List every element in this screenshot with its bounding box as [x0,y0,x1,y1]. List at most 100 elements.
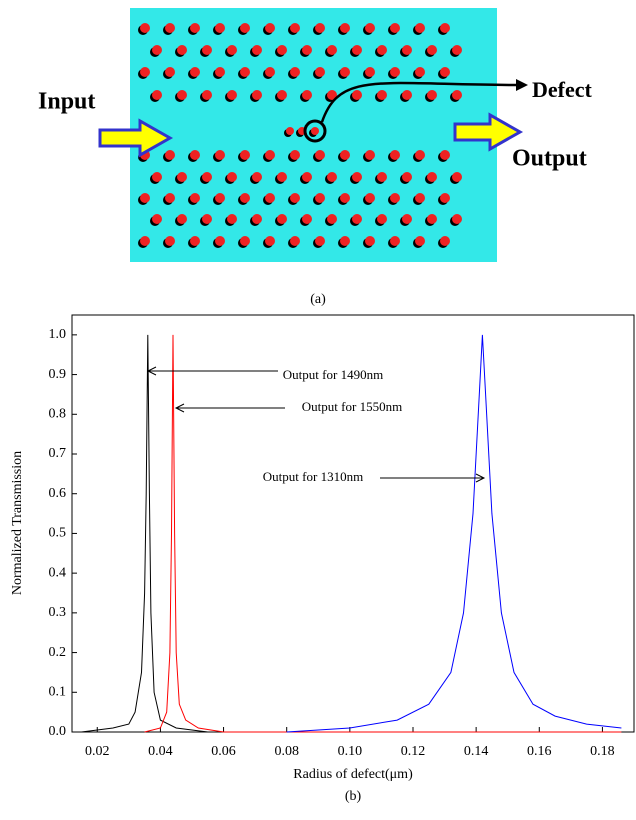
dot [390,236,400,246]
annotation: Output for 1310nm [263,469,363,484]
annotation-arrowhead [174,403,185,413]
dot [252,45,262,55]
dot [315,193,325,203]
dot [277,45,287,55]
x-axis-label: Radius of defect(μm) [293,767,413,782]
dot [177,90,187,100]
defect-arrow [320,81,521,123]
dot [252,172,262,182]
dot [286,127,294,135]
dot [177,45,187,55]
dot [327,45,337,55]
dot [365,236,375,246]
dot [390,67,400,77]
dot [215,23,225,33]
dot [440,150,450,160]
dot [377,90,387,100]
output-arrow [453,112,524,152]
y-tick-label: 0.5 [49,526,67,541]
dot [265,236,275,246]
dot [265,150,275,160]
dot [452,172,462,182]
dot [165,23,175,33]
y-tick-label: 0.9 [49,367,67,382]
dot [290,236,300,246]
dot [440,193,450,203]
dot [390,150,400,160]
dot [402,90,412,100]
y-tick-label: 0.0 [49,724,67,739]
dot [140,23,150,33]
dot [340,193,350,203]
dot [315,150,325,160]
dot [152,214,162,224]
dot [365,193,375,203]
series-line [81,334,208,733]
dot [265,23,275,33]
dot [202,90,212,100]
dot [240,150,250,160]
y-tick-label: 0.1 [49,685,67,700]
dot [315,67,325,77]
dot [190,236,200,246]
dot [352,45,362,55]
dot-lattice [138,23,462,248]
dot [427,90,437,100]
x-tick-label: 0.14 [464,744,489,759]
dot [340,67,350,77]
dot [440,23,450,33]
dot [365,23,375,33]
y-tick-label: 0.4 [49,565,67,580]
x-tick-label: 0.16 [527,744,552,759]
dot [265,193,275,203]
dot [227,214,237,224]
dot [240,236,250,246]
y-tick-label: 0.6 [49,486,67,501]
dot [290,193,300,203]
defect-arrowhead [516,79,528,91]
dot [240,23,250,33]
caption-b: (b) [345,789,362,804]
dot [290,23,300,33]
annotation-arrowhead [146,366,157,376]
dot [290,150,300,160]
dot [390,23,400,33]
dot [202,45,212,55]
dot [215,67,225,77]
dot [352,90,362,100]
y-tick-label: 0.8 [49,407,67,422]
dot [277,214,287,224]
dot [290,67,300,77]
dot [227,172,237,182]
dot [427,45,437,55]
dot [177,214,187,224]
y-tick-label: 0.7 [49,446,67,461]
dot [302,214,312,224]
annotation: Output for 1490nm [283,367,383,382]
dot [190,193,200,203]
dot [415,193,425,203]
dot [402,172,412,182]
dot [277,90,287,100]
dot [177,172,187,182]
y-tick-label: 0.2 [49,645,67,660]
dot [202,214,212,224]
series-line [144,334,622,733]
dot [311,127,319,135]
defect-label: Defect [532,77,593,102]
dot [215,236,225,246]
dot [340,23,350,33]
dot [302,90,312,100]
dot [165,236,175,246]
dot [140,236,150,246]
dot [190,150,200,160]
annotation: Output for 1550nm [302,399,402,414]
caption-a: (a) [310,292,326,307]
dot [152,172,162,182]
x-tick-label: 0.06 [211,744,236,759]
dot [215,193,225,203]
dot [377,45,387,55]
y-tick-label: 0.3 [49,605,67,620]
dot [452,90,462,100]
